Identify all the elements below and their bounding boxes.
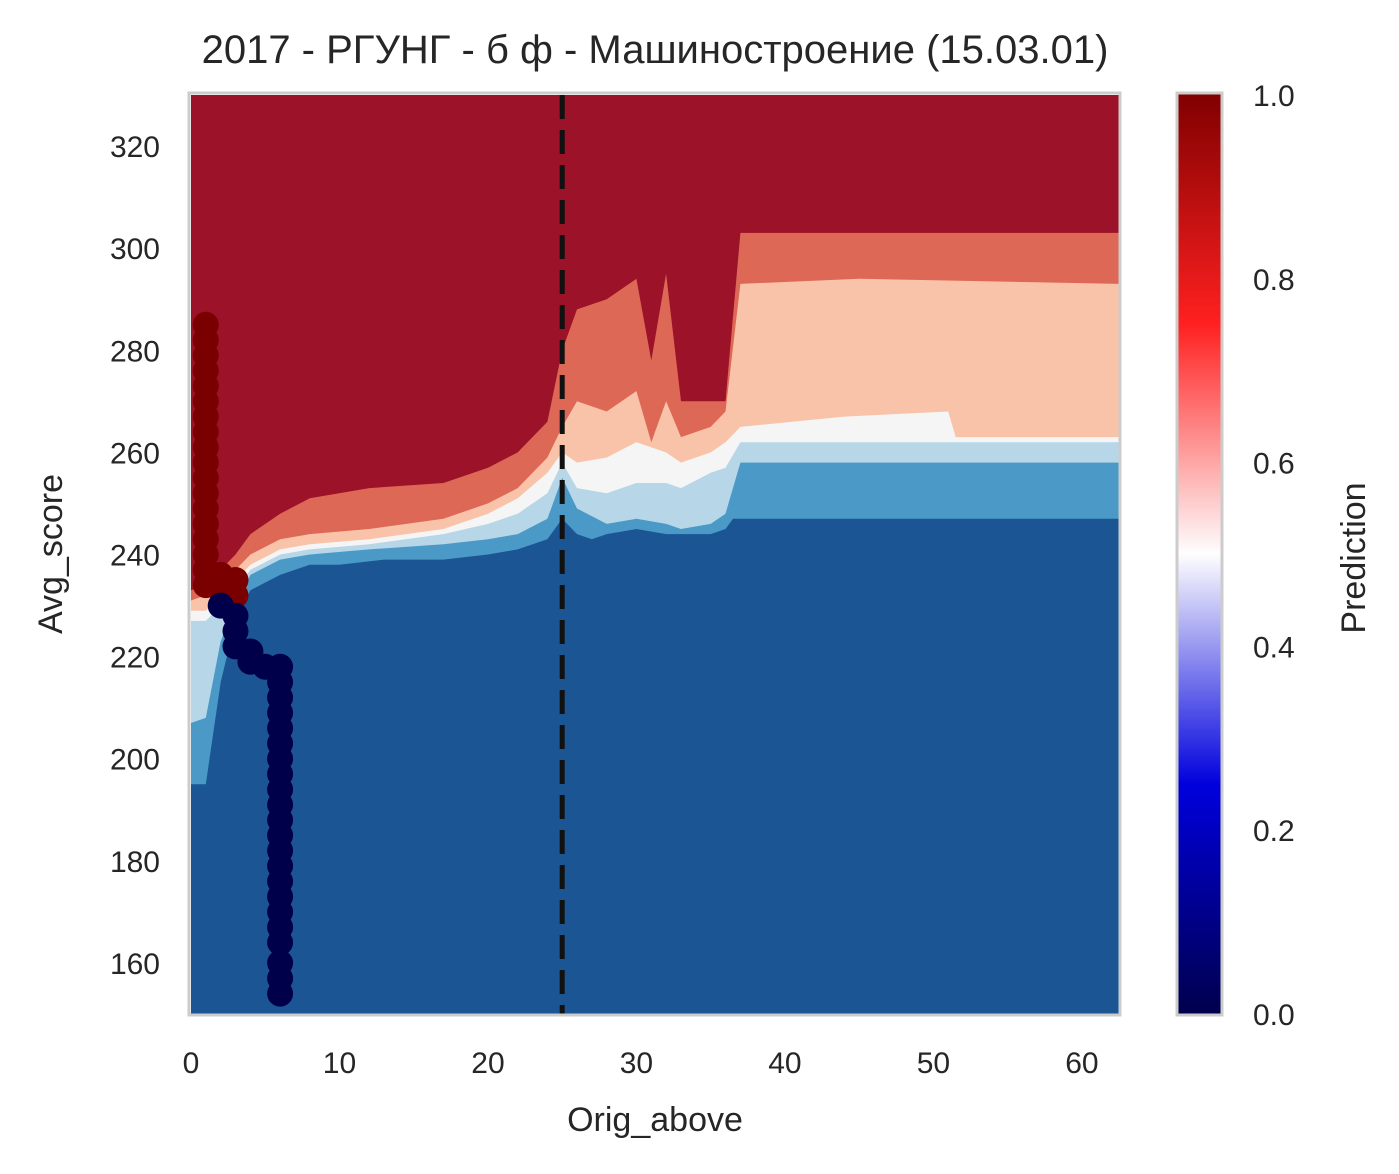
x-tick-label: 10 bbox=[323, 1047, 356, 1080]
plot-frame bbox=[187, 91, 1122, 1017]
scatter-point-series-1 bbox=[267, 929, 294, 956]
y-tick-label: 200 bbox=[110, 744, 160, 777]
colorbar-tick-label: 0.8 bbox=[1253, 264, 1295, 297]
colorbar-ticks: 0.0 0.2 0.4 0.6 0.8 1.0 bbox=[1253, 80, 1295, 1032]
colorbar-tick-label: 1.0 bbox=[1253, 80, 1295, 113]
x-tick-label: 0 bbox=[183, 1047, 200, 1080]
x-tick-label: 60 bbox=[1065, 1047, 1098, 1080]
y-tick-label: 260 bbox=[110, 437, 160, 470]
y-tick-label: 280 bbox=[110, 335, 160, 368]
scatter-point-series-1 bbox=[267, 980, 294, 1007]
y-tick-label: 300 bbox=[110, 233, 160, 266]
y-tick-label: 180 bbox=[110, 846, 160, 879]
x-tick-label: 20 bbox=[471, 1047, 504, 1080]
contour-region-6 bbox=[191, 95, 1119, 591]
contour-regions bbox=[191, 95, 1119, 1014]
chart-title: 2017 - РГУНГ - б ф - Машиностроение (15.… bbox=[202, 28, 1109, 72]
y-axis-ticks: 160 180 200 220 240 260 280 300 320 bbox=[110, 131, 160, 981]
colorbar bbox=[1175, 91, 1224, 1017]
scatter-points bbox=[192, 311, 294, 1007]
y-axis-label: Avg_score bbox=[32, 474, 70, 634]
colorbar-tick-label: 0.2 bbox=[1253, 815, 1295, 848]
colorbar-tick-label: 0.4 bbox=[1253, 631, 1295, 664]
x-tick-label: 40 bbox=[768, 1047, 801, 1080]
x-tick-label: 30 bbox=[620, 1047, 653, 1080]
x-axis-label: Orig_above bbox=[567, 1101, 743, 1139]
y-tick-label: 320 bbox=[110, 131, 160, 164]
x-tick-label: 50 bbox=[917, 1047, 950, 1080]
y-tick-label: 160 bbox=[110, 948, 160, 981]
colorbar-tick-label: 0.0 bbox=[1253, 999, 1295, 1032]
y-tick-label: 220 bbox=[110, 642, 160, 675]
colorbar-label: Prediction bbox=[1335, 482, 1373, 633]
x-axis-ticks: 0 10 20 30 40 50 60 bbox=[183, 1047, 1099, 1080]
colorbar-tick-label: 0.6 bbox=[1253, 448, 1295, 481]
y-tick-label: 240 bbox=[110, 540, 160, 573]
